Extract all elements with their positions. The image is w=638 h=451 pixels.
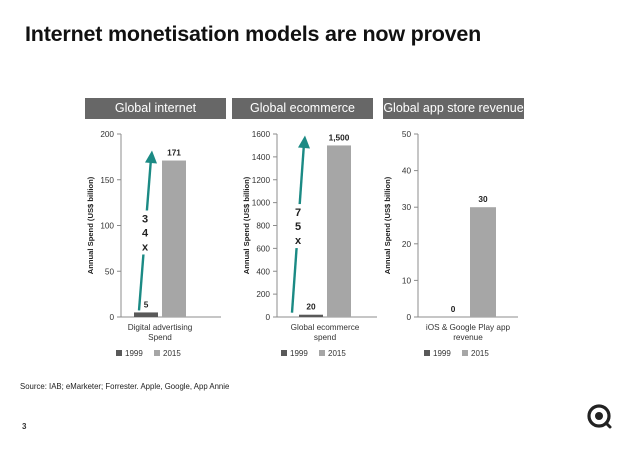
chart-1-y-tick-label: 400 [256,267,270,276]
chart-0-y-tick-label: 150 [100,176,114,185]
chart-2-data-label-1999: 0 [451,304,456,314]
chart-2-y-tick-label: 0 [406,313,411,322]
chart-0-data-label-2015: 171 [167,148,181,158]
chart-1-y-axis-title: Annual Spend (US$ billion) [242,176,251,274]
chart-advertising: 0 50 100 150 200 Annual Spend (US$ billion) 5 1… [86,130,221,358]
chart-0-y-axis-title: Annual Spend (US$ billion) [86,176,95,274]
chart-1-annotation: x [295,235,302,247]
chart-0-legend-swatch-1999 [116,350,122,356]
logo-icon [587,404,612,429]
chart-2-x-tick-label: iOS & Google Play app [426,323,511,332]
chart-1-y-tick-label: 1200 [252,176,271,185]
chart-0-legend-label-2015: 2015 [163,349,181,358]
chart-0-annotation-bg [139,210,151,255]
panel-header-ecommerce: Global ecommerce [232,98,373,119]
panel-header-advertising: Global internet advertising [85,98,226,136]
chart-1-y-tick-label: 600 [256,244,270,253]
chart-2-y-tick-label: 40 [402,167,412,176]
chart-1-y-tick-label: 1000 [252,199,271,208]
chart-0-y-tick-label: 100 [100,222,114,231]
chart-1-bar-2015 [327,145,351,317]
chart-1-y-tick-label: 200 [256,290,270,299]
source-note: Source: IAB; eMarketer; Forrester. Apple… [20,382,230,391]
chart-2-legend-label-2015: 2015 [471,349,489,358]
chart-0-legend-label-1999: 1999 [125,349,143,358]
chart-0-y-tick-label: 200 [100,130,114,139]
page-title: Internet monetisation models are now pro… [25,22,482,46]
chart-0-annotation: 3 [142,213,148,225]
chart-2-x-tick-label: revenue [453,333,483,342]
chart-app-store: 0 10 20 30 40 50 Annual Spend (US$ billion) 0 30… [383,130,518,358]
chart-2-y-axis-title: Annual Spend (US$ billion) [383,176,392,274]
chart-1-y-tick-label: 1400 [252,153,271,162]
chart-0-y-tick-label: 0 [109,313,114,322]
chart-0-data-label-1999: 5 [144,299,149,309]
chart-0-annotation: 4 [142,227,149,239]
chart-1-y-tick-label: 800 [256,222,270,231]
chart-1-arrowhead-icon [298,135,310,149]
chart-1-x-tick-label: spend [314,333,337,342]
chart-1-annotation-bg [292,204,304,249]
chart-2-y-tick-label: 50 [402,130,412,139]
chart-1-legend-label-1999: 1999 [290,349,308,358]
chart-1-x-tick-label: Global ecommerce [291,323,360,332]
chart-1-y-tick-label: 1600 [252,130,271,139]
chart-2-y-tick-label: 30 [402,203,412,212]
chart-0-x-tick-label: Spend [148,333,172,342]
chart-0-legend-swatch-2015 [154,350,160,356]
page-number: 3 [22,422,27,431]
chart-ecommerce: 0 200 400 600 800 1000 1200 1400 1600 Annual Spen… [242,130,377,358]
chart-0-annotation: x [142,241,149,253]
chart-2-legend-swatch-1999 [424,350,430,356]
chart-1-data-label-2015: 1,500 [329,132,350,142]
chart-2-bar-2015 [470,207,496,317]
chart-0-x-tick-label: Digital advertising [128,323,193,332]
chart-0-bar-1999 [134,312,158,317]
chart-1-legend-label-2015: 2015 [328,349,346,358]
panel-header-app-store: Global app store revenue [383,98,524,119]
chart-2-data-label-2015: 30 [478,194,488,204]
chart-0-y-tick-label: 50 [105,267,115,276]
chart-1-annotation: 5 [295,221,301,233]
chart-1-legend-swatch-1999 [281,350,287,356]
chart-1-data-label-1999: 20 [306,302,316,312]
chart-1-bar-1999 [299,314,323,317]
chart-1-legend-swatch-2015 [319,350,325,356]
chart-1-y-tick-label: 0 [265,313,270,322]
chart-2-legend-swatch-2015 [462,350,468,356]
chart-2-y-tick-label: 20 [402,240,412,249]
chart-2-y-tick-label: 10 [402,276,412,285]
chart-2-legend-label-1999: 1999 [433,349,451,358]
chart-0-bar-2015 [162,160,186,317]
chart-0-arrowhead-icon [145,150,157,164]
chart-1-annotation: 7 [295,207,301,219]
